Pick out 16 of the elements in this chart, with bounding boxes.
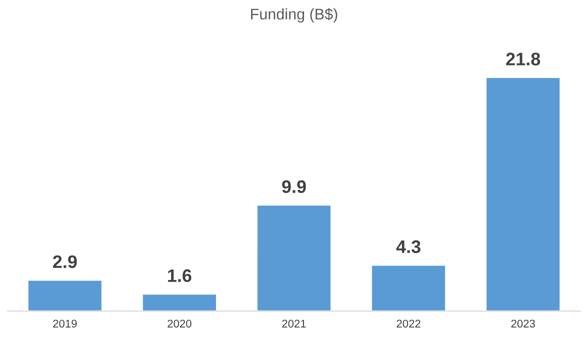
bar bbox=[26, 279, 103, 312]
data-label: 4.3 bbox=[396, 240, 420, 254]
data-label: 2.9 bbox=[52, 255, 77, 268]
x-tick-label: 2022 bbox=[396, 320, 420, 328]
x-tick-label: 2021 bbox=[282, 320, 306, 328]
bar bbox=[256, 204, 332, 312]
data-label: 9.9 bbox=[282, 180, 306, 194]
data-label: 21.8 bbox=[506, 52, 540, 66]
bar bbox=[485, 76, 562, 312]
x-tick-label: 2019 bbox=[53, 320, 77, 328]
data-label: 1.6 bbox=[168, 269, 192, 282]
x-tick-label: 2020 bbox=[168, 320, 192, 328]
x-tick-label: 2023 bbox=[511, 320, 535, 328]
chart-title: Funding (B$) bbox=[251, 8, 338, 23]
bar bbox=[370, 264, 446, 312]
bar bbox=[142, 293, 218, 312]
